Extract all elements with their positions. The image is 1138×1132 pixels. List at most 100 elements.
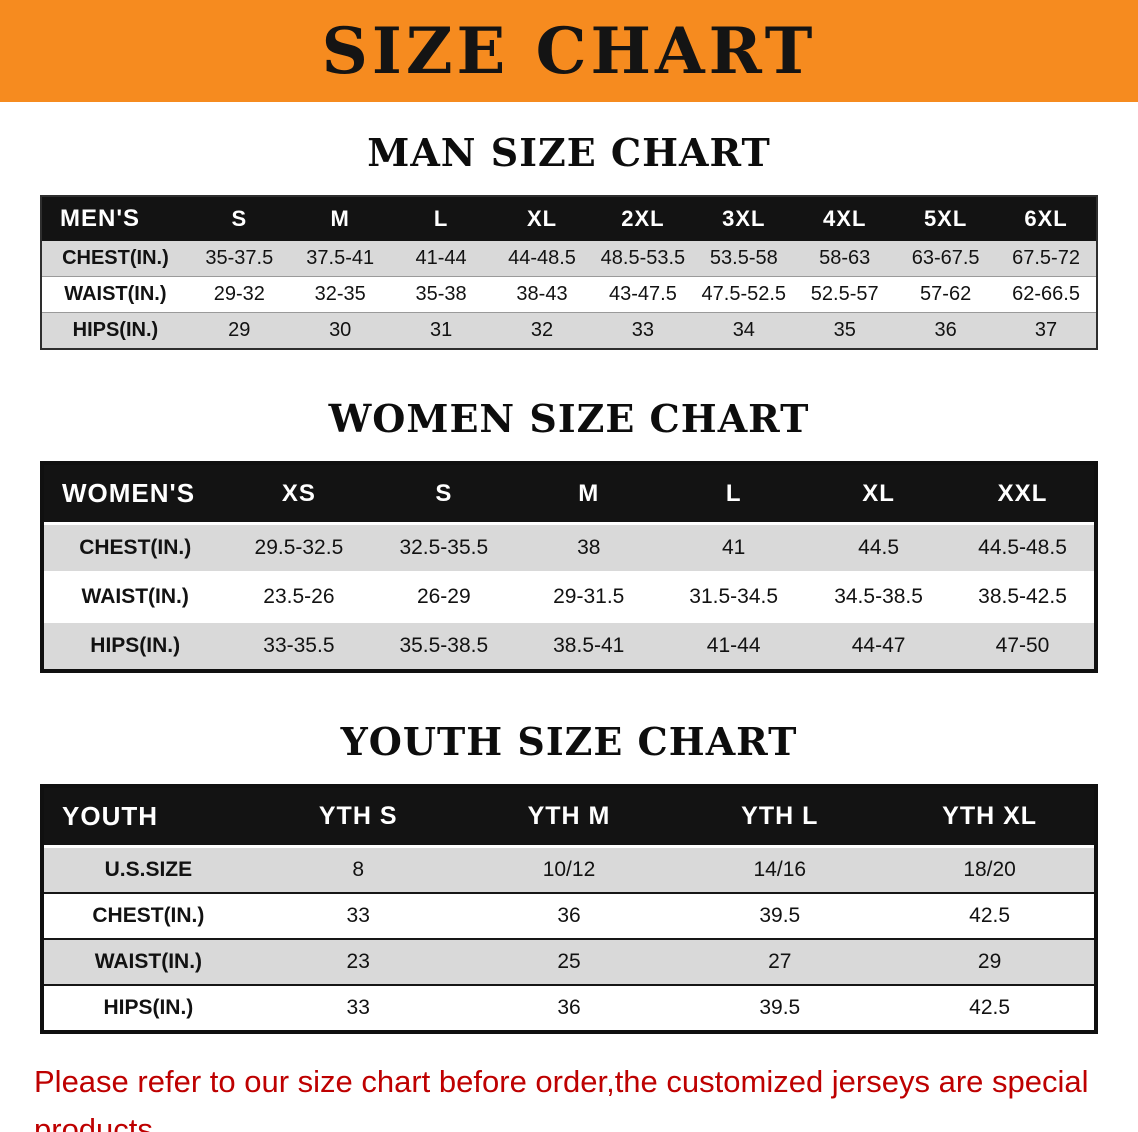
size-value: 43-47.5 [608,283,677,305]
size-value: 33 [346,904,370,927]
size-value: 47.5-52.5 [701,283,787,305]
size-value: 37.5-41 [306,247,375,269]
size-value: 35-37.5 [205,247,274,269]
size-value: 44.5-48.5 [978,536,1067,559]
header-row: MEN'S S M L XL 2XL 3XL 4XL 5XL 6XL [41,196,1097,241]
size-value: 34 [732,319,755,341]
size-column-header: XXL [951,463,1096,524]
size-value: 35 [833,319,856,341]
size-value: 41-44 [415,247,467,269]
size-value: 38 [577,536,601,559]
size-column-header: 5XL [895,196,997,241]
size-value: 32-35 [314,283,366,305]
row-label: CHEST(IN.) [79,536,192,559]
size-value: 27 [768,950,792,973]
size-column-header: L [390,196,492,241]
size-column-header: XS [226,463,372,524]
row-label: CHEST(IN.) [92,904,205,927]
size-column-header: S [371,463,517,524]
size-value: 36 [557,996,581,1019]
measurement-row: WAIST(IN.) 29-32 32-35 35-38 38-43 43-47.5 47.… [41,276,1097,313]
size-value: 32.5-35.5 [399,536,489,559]
size-value: 41 [721,536,746,559]
row-label: CHEST(IN.) [62,247,169,269]
size-value: 41-44 [706,634,761,657]
size-column-header: L [661,463,807,524]
youth-size-chart-heading: YOUTH SIZE CHART [340,719,798,764]
size-value: 33 [631,319,655,341]
header-row: YOUTH YTH S YTH M YTH L YTH XL [42,786,1096,847]
size-value: 57-62 [920,283,972,305]
size-column-header: YTH XL [885,786,1096,847]
size-column-header: 3XL [693,196,795,241]
size-value: 35-38 [415,283,467,305]
row-label: HIPS(IN.) [90,634,181,657]
size-value: 36 [557,904,581,927]
disclaimer-line-1: Please refer to our size chart before or… [34,1064,1089,1132]
size-value: 52.5-57 [810,283,879,305]
size-value: 33 [346,996,370,1019]
size-value: 48.5-53.5 [600,247,686,269]
row-label: WAIST(IN.) [64,283,167,305]
women-size-chart-heading: WOMEN SIZE CHART [328,396,810,441]
men-size-table: MEN'S S M L XL 2XL 3XL 4XL 5XL 6XL CHEST(IN.) 35-37… [40,195,1098,350]
size-value: 38-43 [516,283,568,305]
size-column-header: 4XL [794,196,896,241]
size-value: 44-47 [851,634,906,657]
measurement-row: HIPS(IN.) 29 30 31 32 33 34 35 36 37 [41,312,1097,349]
size-value: 38.5-42.5 [978,585,1067,608]
size-value: 30 [329,319,352,341]
women-size-section: WOMEN SIZE CHART WOMEN'S XS S M L XL XXL CHEST(… [0,396,1138,673]
youth-size-section: YOUTH SIZE CHART YOUTH YTH S YTH M YTH L YTH… [0,719,1138,1034]
size-value: 58-63 [819,247,871,269]
size-value: 36 [934,319,957,341]
size-value: 23.5-26 [263,585,335,608]
size-column-header: XL [806,463,952,524]
men-size-chart-heading: MAN SIZE CHART [367,130,771,175]
size-value: 23 [346,950,370,973]
size-value: 25 [557,950,581,973]
table-title-cell: YOUTH [42,786,253,847]
size-value: 18/20 [963,858,1016,881]
size-value: 29 [228,319,251,341]
size-value: 39.5 [759,904,801,927]
size-value: 14/16 [753,858,807,881]
banner: SIZE CHART [0,0,1138,102]
size-column-header: YTH L [674,786,886,847]
page-title: SIZE CHART [321,13,817,89]
size-value: 31.5-34.5 [689,585,779,608]
size-value: 26-29 [416,585,471,608]
size-column-header: M [289,196,391,241]
size-value: 62-66.5 [1012,283,1080,305]
size-column-header: M [516,463,662,524]
size-value: 38.5-41 [553,634,625,657]
size-column-header: YTH S [252,786,464,847]
size-value: 67.5-72 [1012,247,1080,269]
size-value: 29 [977,950,1002,973]
size-column-header: 6XL [996,196,1097,241]
size-value: 32 [530,319,554,341]
size-value: 42.5 [969,996,1011,1019]
size-value: 29-31.5 [553,585,625,608]
size-column-header: S [188,196,290,241]
measurement-row: WAIST(IN.) 23 25 27 29 [42,939,1096,985]
size-value: 31 [429,319,453,341]
measurement-row: HIPS(IN.) 33 36 39.5 42.5 [42,985,1096,1032]
measurement-row: CHEST(IN.) 35-37.5 37.5-41 41-44 44-48.5 48.5… [41,241,1097,277]
size-value: 8 [352,858,365,881]
header-row: WOMEN'S XS S M L XL XXL [42,463,1096,524]
size-value: 37 [1034,319,1058,341]
measurement-row: CHEST(IN.) 29.5-32.5 32.5-35.5 38 41 44.5 44.5… [42,523,1096,573]
row-label: WAIST(IN.) [81,585,189,608]
size-value: 39.5 [759,996,801,1019]
size-column-header: XL [491,196,593,241]
size-value: 47-50 [995,634,1050,657]
measurement-row: HIPS(IN.) 33-35.5 35.5-38.5 38.5-41 41-44 44-… [42,621,1096,671]
row-label: HIPS(IN.) [103,996,194,1019]
disclaimer-note: Please refer to our size chart before or… [0,1058,1138,1132]
size-value: 42.5 [969,904,1011,927]
table-title-cell: MEN'S [41,196,189,241]
row-label: WAIST(IN.) [94,950,203,973]
measurement-row: U.S.SIZE 8 10/12 14/16 18/20 [42,846,1096,893]
women-size-table: WOMEN'S XS S M L XL XXL CHEST(IN.) 29.5-32.5 32.5… [40,461,1098,673]
